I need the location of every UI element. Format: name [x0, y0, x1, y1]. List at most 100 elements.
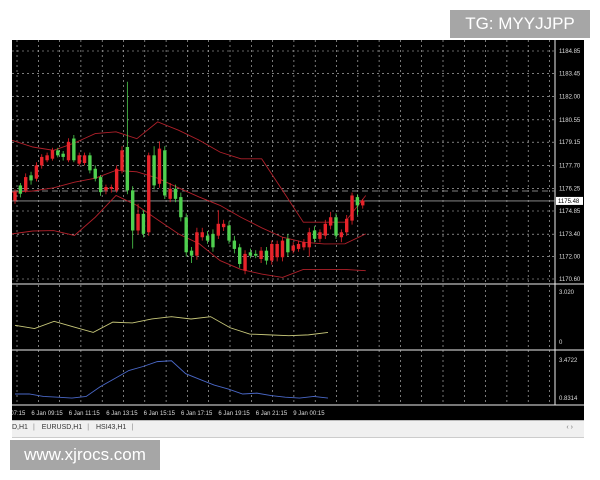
time-tick-label: 6 Jan 21:15: [256, 411, 288, 417]
price-tick-label: 1173.40: [559, 232, 581, 238]
candle-body: [227, 225, 231, 241]
indicator2-min-label: 0.8314: [559, 396, 578, 402]
indicator2-line: [15, 360, 329, 399]
tab-hsi43[interactable]: HSI43,H1: [95, 424, 127, 431]
time-tick-label: 6 Jan 13:15: [106, 411, 138, 417]
candle-body: [200, 232, 204, 238]
candle-body: [286, 238, 290, 253]
time-tick-label: 6 Jan 09:15: [31, 411, 63, 417]
indicator1-line: [14, 316, 329, 337]
chart-canvas[interactable]: 1184.85 1183.45 1182.00 1180.55 1179.15 1177.…: [0, 40, 584, 420]
candle-body: [104, 187, 108, 191]
candle-body: [361, 200, 365, 206]
time-tick-label: 6 Jan 07:15: [12, 411, 26, 417]
candle-body: [93, 168, 97, 179]
candle-body: [168, 188, 172, 199]
candle-body: [307, 232, 311, 248]
candle-body: [61, 153, 65, 157]
candle-body: [82, 155, 87, 163]
candle-body: [211, 233, 215, 248]
tab-separator: |: [32, 424, 35, 431]
candle-body: [291, 245, 295, 251]
candle-body: [264, 250, 269, 261]
indicator1-max-label: 3.020: [559, 290, 575, 296]
candle-body: [216, 223, 220, 236]
candle-body: [29, 175, 33, 181]
candle-body: [205, 235, 210, 241]
candle-body: [163, 150, 167, 196]
bollinger-upper-band: [11, 121, 367, 223]
candle-body: [50, 150, 55, 159]
candle-body: [88, 155, 92, 171]
price-tick-label: 1174.85: [559, 209, 581, 215]
candle-body: [72, 138, 76, 161]
candle-body: [339, 232, 344, 238]
candle-body: [243, 253, 247, 271]
candle-body: [120, 150, 124, 171]
candle-body: [232, 240, 237, 249]
candle-body: [18, 185, 23, 194]
price-tick-label: 1183.45: [559, 71, 581, 77]
candle-body: [13, 192, 17, 201]
candle-body: [254, 253, 258, 256]
candle-body: [131, 190, 135, 231]
price-tick-label: 1176.25: [559, 187, 581, 193]
candle-body: [350, 195, 354, 221]
candle-body: [45, 155, 49, 161]
price-chart[interactable]: 1184.85 1183.45 1182.00 1180.55 1179.15 1177.…: [0, 40, 584, 420]
candle-body: [345, 218, 349, 233]
price-tick-label: 1179.15: [559, 140, 581, 146]
candle-body: [248, 252, 253, 256]
tab-scroll-arrows[interactable]: ‹ ›: [566, 424, 573, 431]
price-tick-label: 1184.85: [559, 49, 581, 55]
candle-body: [280, 240, 285, 258]
candle-body: [195, 232, 199, 256]
candle-body: [270, 243, 274, 261]
price-tick-label: 1180.55: [559, 118, 581, 124]
price-tick-label: 1182.00: [559, 95, 581, 101]
tab-chart-1[interactable]: D,H1: [12, 424, 28, 431]
candle-body: [221, 223, 226, 228]
candle-body: [109, 187, 113, 189]
time-tick-label: 9 Jan 00:15: [293, 411, 325, 417]
candle-body: [136, 213, 140, 231]
candle-body: [189, 250, 194, 256]
candle-body: [179, 197, 183, 218]
candle-body: [323, 223, 327, 236]
candle-body: [318, 232, 322, 239]
watermark-top: TG: MYYJJPP: [450, 10, 590, 38]
price-tick-label: 1177.70: [559, 163, 581, 169]
time-tick-label: 6 Jan 17:15: [181, 411, 213, 417]
candle-body: [34, 165, 39, 179]
candle-body: [114, 168, 119, 191]
bollinger-lower-band: [11, 194, 366, 278]
candle-body: [275, 243, 279, 258]
candle-body: [334, 217, 338, 236]
candle-body: [184, 217, 188, 253]
indicator2-max-label: 3.4722: [559, 358, 578, 364]
candle-body: [40, 156, 44, 166]
tab-separator: |: [131, 424, 134, 431]
chart-tabs-bar: D,H1 | EURUSD,H1 | HSI43,H1 | ‹ ›: [12, 420, 584, 438]
watermark-bottom: www.xjrocs.com: [10, 440, 160, 470]
price-tick-label: 1172.00: [559, 255, 581, 261]
candle-body: [152, 155, 156, 186]
candle-body: [66, 141, 71, 161]
candle-body: [173, 188, 178, 199]
candle-body: [141, 213, 146, 234]
candle-body: [77, 155, 81, 164]
candle-body: [312, 230, 317, 239]
time-tick-label: 6 Jan 15:15: [144, 411, 176, 417]
candle-body: [296, 243, 301, 249]
candle-body: [56, 150, 60, 156]
tab-separator: |: [87, 424, 90, 431]
candle-body: [24, 177, 28, 191]
tab-eurusd[interactable]: EURUSD,H1: [41, 424, 83, 431]
bollinger-middle-band: [11, 169, 366, 245]
candle-body: [147, 155, 151, 233]
candle-body: [157, 148, 162, 184]
time-tick-label: 6 Jan 11:15: [69, 411, 101, 417]
time-tick-label: 6 Jan 19:15: [218, 411, 250, 417]
price-tick-label: 1170.60: [559, 277, 581, 283]
